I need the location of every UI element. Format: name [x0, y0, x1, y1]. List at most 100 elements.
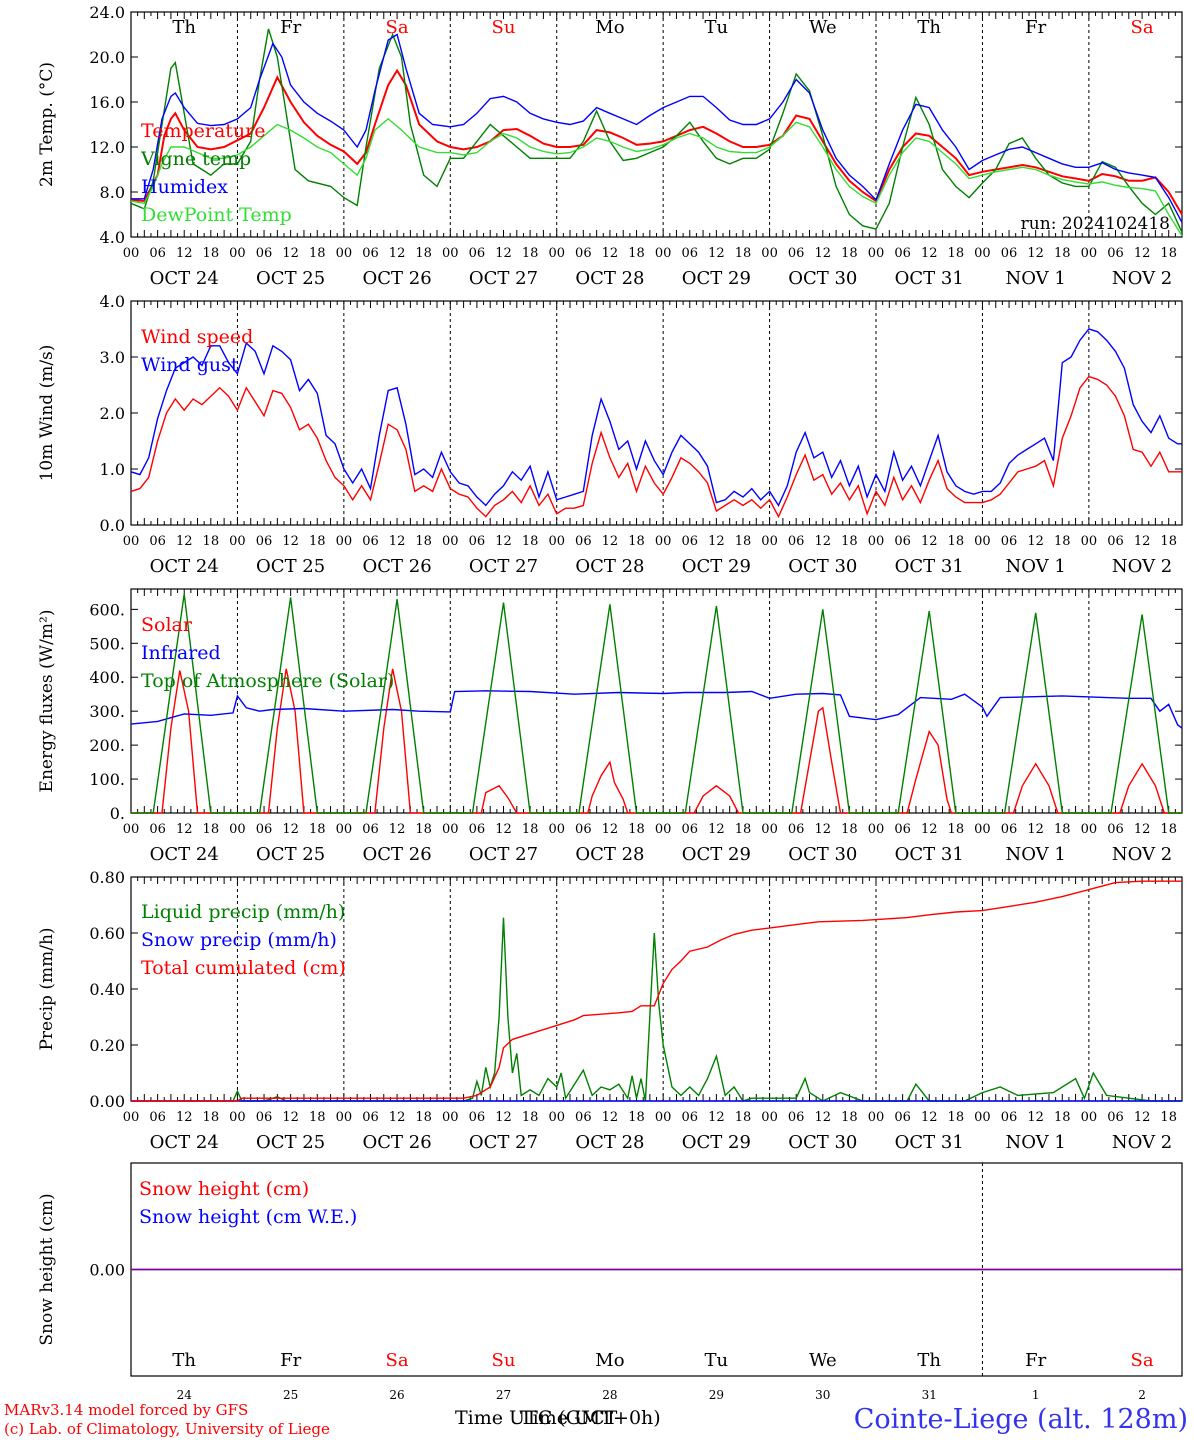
hour-tick-label: 12 [708, 822, 725, 837]
weekday-label-bottom: Sa [386, 1350, 409, 1371]
hour-tick-label: 12 [921, 534, 938, 549]
hour-tick-label: 18 [415, 534, 432, 549]
hour-tick-label: 06 [1107, 246, 1124, 261]
hour-tick-label: 12 [389, 822, 406, 837]
y-tick-label: 16.0 [89, 93, 125, 112]
day-number: 25 [283, 1388, 298, 1402]
hour-tick-label: 18 [948, 246, 965, 261]
hour-tick-label: 00 [229, 246, 246, 261]
hour-tick-label: 18 [203, 1110, 220, 1125]
hour-tick-label: 00 [123, 1110, 140, 1125]
hour-tick-label: 12 [495, 246, 512, 261]
hour-tick-label: 00 [868, 246, 885, 261]
hour-tick-label: 18 [628, 246, 645, 261]
weekday-label-top: Fr [280, 17, 301, 38]
y-axis-label: Snow height (cm) [37, 1193, 57, 1345]
legend-entry: Vigne temp [140, 148, 251, 170]
hour-tick-label: 12 [602, 246, 619, 261]
hour-tick-label: 06 [149, 1110, 166, 1125]
series-wind-0 [130, 375, 1182, 519]
weekday-label-bottom: Fr [1025, 1350, 1046, 1371]
hour-tick-label: 18 [309, 246, 326, 261]
hour-tick-label: 18 [735, 1110, 752, 1125]
weekday-label-bottom: We [809, 1350, 837, 1371]
date-label: NOV 2 [1112, 268, 1172, 289]
y-tick-label: 0. [110, 804, 125, 823]
hour-tick-label: 00 [336, 822, 353, 837]
date-label: OCT 25 [256, 556, 325, 577]
hour-tick-label: 00 [761, 534, 778, 549]
hour-tick-label: 12 [176, 1110, 193, 1125]
hour-tick-label: 00 [974, 534, 991, 549]
y-tick-label: 200. [89, 736, 125, 755]
weekday-label-top: Th [917, 17, 941, 38]
hour-tick-label: 00 [548, 822, 565, 837]
hour-tick-label: 06 [149, 822, 166, 837]
y-tick-label: 400. [89, 668, 125, 687]
date-label: OCT 26 [362, 1132, 431, 1153]
hour-tick-label: 12 [815, 534, 832, 549]
y-tick-label: 24.0 [89, 3, 125, 22]
hour-tick-label: 18 [415, 1110, 432, 1125]
y-tick-label: 0.00 [89, 1261, 125, 1280]
date-label: NOV 1 [1005, 556, 1065, 577]
hour-tick-label: 12 [1027, 1110, 1044, 1125]
hour-tick-label: 12 [389, 1110, 406, 1125]
day-number: 1 [1032, 1388, 1040, 1402]
series-temp-2 [131, 33, 1183, 223]
hour-tick-label: 12 [1027, 822, 1044, 837]
y-axis-label: Precip (mm/h) [37, 927, 57, 1050]
plot-frame-wind [130, 300, 1183, 526]
date-label: OCT 24 [150, 844, 219, 865]
hour-tick-label: 12 [602, 822, 619, 837]
hour-tick-label: 12 [708, 534, 725, 549]
hour-tick-label: 00 [123, 822, 140, 837]
hour-tick-label: 12 [1134, 1110, 1151, 1125]
weekday-label-bottom: Th [917, 1350, 941, 1371]
hour-tick-label: 06 [681, 246, 698, 261]
date-label: OCT 24 [150, 268, 219, 289]
hour-tick-label: 00 [655, 822, 672, 837]
hour-tick-label: 18 [1160, 1110, 1177, 1125]
legend-entry: Snow height (cm W.E.) [139, 1206, 357, 1228]
hour-tick-label: 18 [522, 534, 539, 549]
hour-tick-label: 12 [282, 1110, 299, 1125]
hour-tick-label: 06 [256, 534, 273, 549]
date-label: OCT 27 [469, 844, 538, 865]
hour-tick-label: 00 [442, 822, 459, 837]
legend-entry: Liquid precip (mm/h) [141, 901, 345, 923]
hour-tick-label: 18 [841, 822, 858, 837]
hour-tick-label: 00 [761, 1110, 778, 1125]
weekday-label-top: We [809, 17, 837, 38]
day-number: 27 [496, 1388, 511, 1402]
run-annotation: run: 2024102418 [1021, 214, 1170, 234]
date-label: OCT 27 [469, 556, 538, 577]
series-temp-0 [130, 68, 1183, 216]
hour-tick-label: 06 [1107, 534, 1124, 549]
y-tick-label: 20.0 [89, 48, 125, 67]
hour-tick-label: 18 [735, 534, 752, 549]
hour-tick-label: 06 [149, 534, 166, 549]
hour-tick-label: 06 [894, 1110, 911, 1125]
date-label: NOV 2 [1112, 556, 1172, 577]
hour-tick-label: 18 [948, 534, 965, 549]
y-tick-label: 0.20 [89, 1036, 125, 1055]
y-tick-label: 0.0 [100, 516, 125, 535]
hour-tick-label: 00 [761, 822, 778, 837]
hour-tick-label: 12 [921, 1110, 938, 1125]
hour-tick-label: 00 [442, 534, 459, 549]
hour-tick-label: 12 [1134, 534, 1151, 549]
hour-tick-label: 12 [921, 246, 938, 261]
series-temp-1 [130, 28, 1183, 233]
hour-tick-label: 18 [203, 822, 220, 837]
date-label: NOV 2 [1112, 844, 1172, 865]
hour-tick-label: 00 [974, 246, 991, 261]
date-label: OCT 24 [150, 1132, 219, 1153]
hour-tick-label: 06 [1001, 822, 1018, 837]
y-axis-label: Energy fluxes (W/m²) [37, 610, 57, 793]
footer-model: MARv3.14 model forced by GFS [4, 1401, 248, 1419]
date-label: OCT 31 [895, 268, 964, 289]
hour-tick-label: 12 [495, 534, 512, 549]
hour-tick-label: 12 [389, 246, 406, 261]
